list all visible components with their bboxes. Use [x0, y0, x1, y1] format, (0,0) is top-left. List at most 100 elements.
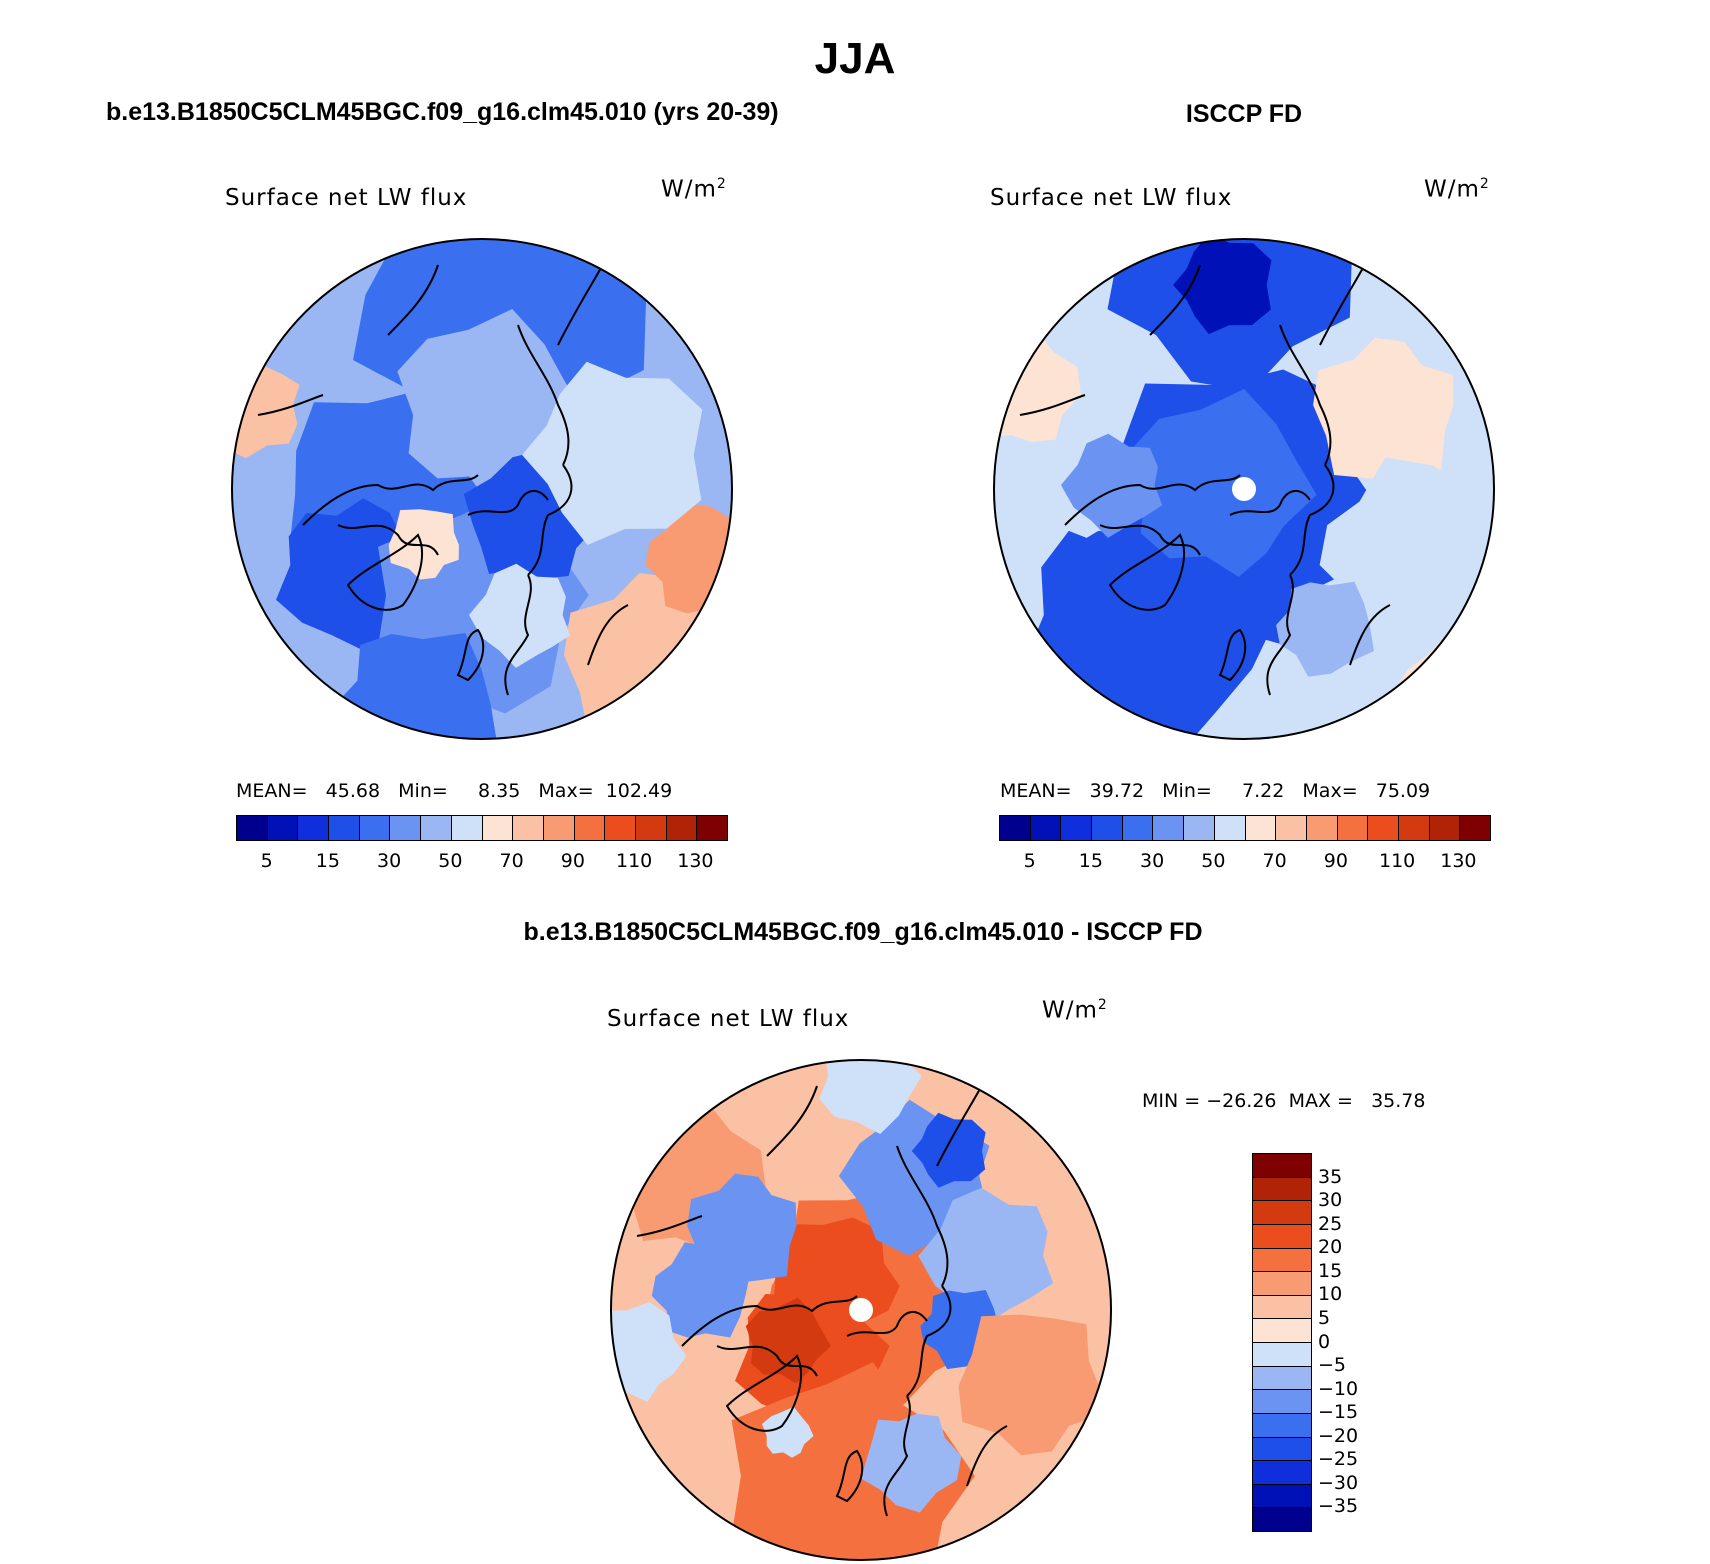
panel2-stats: MEAN= 39.72 Min= 7.22 Max= 75.09 — [1000, 780, 1431, 802]
colorbar-swatch — [1029, 816, 1061, 840]
colorbar-swatch — [1253, 1223, 1311, 1248]
panel1-plot-label: Surface net LW flux — [225, 185, 468, 211]
colorbar-swatch — [1152, 816, 1184, 840]
coastline — [456, 628, 485, 682]
panel2-polar-map — [993, 238, 1495, 740]
colorbar-tick-label: 70 — [1262, 850, 1287, 872]
coastline — [1108, 533, 1185, 611]
colorbar-tick-label: 90 — [560, 850, 585, 872]
map-field-contour — [819, 1060, 922, 1134]
coastline — [302, 474, 479, 526]
colorbar-swatch — [328, 816, 359, 840]
coastline — [346, 533, 423, 611]
colorbar-swatch — [1253, 1483, 1311, 1508]
colorbar-tick-label: −10 — [1318, 1377, 1359, 1400]
colorbar-swatch — [297, 816, 329, 840]
map-field-contour — [745, 1297, 831, 1384]
coastline — [1099, 524, 1201, 556]
colorbar-tick-label: 0 — [1318, 1330, 1331, 1353]
colorbar-swatch — [1253, 1318, 1311, 1342]
colorbar-swatch — [1244, 816, 1276, 840]
coastline — [1289, 464, 1335, 576]
coastline — [1064, 474, 1241, 526]
map-field-contour — [469, 563, 571, 668]
colorbar-swatch — [450, 816, 482, 840]
coastline — [636, 1215, 703, 1237]
colorbar-tick-label: 130 — [677, 850, 714, 872]
panel3-title: b.e13.B1850C5CLM45BGC.f09_g16.clm45.010 … — [523, 918, 1203, 946]
colorbar-tick-label: −15 — [1318, 1401, 1359, 1424]
colorbar-swatch — [1253, 1200, 1311, 1224]
colorbar-swatch — [1253, 1271, 1311, 1295]
panel1-units: W/m2 — [661, 176, 727, 203]
colorbar-swatch — [1428, 816, 1460, 840]
panel2-units: W/m2 — [1424, 176, 1490, 203]
colorbar-swatch — [481, 816, 513, 840]
colorbar-swatch — [1183, 816, 1214, 840]
coastline — [517, 324, 570, 466]
coastline — [1349, 604, 1391, 666]
coastline — [725, 1354, 802, 1432]
coastline — [681, 1295, 858, 1347]
coastline — [1218, 628, 1247, 682]
colorbar-swatch — [1253, 1176, 1311, 1201]
panel2-colorbar — [999, 815, 1491, 841]
coastline — [896, 1145, 949, 1287]
coastline — [587, 604, 629, 666]
colorbar-swatch — [1275, 816, 1306, 840]
colorbar-tick-label: 5 — [260, 850, 273, 872]
colorbar-swatch — [1091, 816, 1122, 840]
colorbar-swatch — [1213, 816, 1245, 840]
colorbar-tick-label: 50 — [438, 850, 463, 872]
panel1-title: b.e13.B1850C5CLM45BGC.f09_g16.clm45.010 … — [106, 98, 779, 126]
coastline — [1019, 394, 1086, 416]
coastline — [504, 574, 532, 696]
map-border — [231, 238, 733, 740]
map-field-contour — [645, 502, 732, 614]
colorbar-swatch — [420, 816, 451, 840]
colorbar-tick-label: 130 — [1440, 850, 1477, 872]
colorbar-swatch — [1397, 816, 1429, 840]
colorbar-tick-label: 70 — [499, 850, 524, 872]
panel3-colorbar — [1252, 1153, 1312, 1532]
map-field-contour — [762, 1406, 814, 1458]
colorbar-tick-label: −25 — [1318, 1448, 1359, 1471]
panel2-title: ISCCP FD — [1185, 100, 1303, 128]
colorbar-swatch — [1253, 1247, 1311, 1272]
coastline — [966, 1425, 1008, 1487]
colorbar-swatch — [512, 816, 543, 840]
colorbar-swatch — [266, 816, 298, 840]
panel1-colorbar — [236, 815, 728, 841]
panel3-stats: MIN = −26.26 MAX = 35.78 — [1142, 1090, 1426, 1112]
pole-hole — [1232, 477, 1256, 501]
colorbar-tick-label: 110 — [615, 850, 653, 872]
map-field-contour — [1276, 581, 1374, 677]
coastline — [527, 464, 573, 576]
colorbar-swatch — [1121, 816, 1153, 840]
colorbar-tick-label: −5 — [1318, 1354, 1347, 1377]
colorbar-swatch — [1000, 816, 1030, 840]
colorbar-swatch — [237, 816, 267, 840]
colorbar-swatch — [1336, 816, 1368, 840]
colorbar-tick-label: 5 — [1318, 1306, 1331, 1329]
map-field-contour — [994, 328, 1081, 443]
colorbar-swatch — [389, 816, 421, 840]
map-border — [993, 238, 1495, 740]
colorbar-tick-label: 50 — [1201, 850, 1226, 872]
colorbar-swatch — [1459, 816, 1490, 840]
colorbar-swatch — [1253, 1154, 1311, 1177]
coastline — [467, 490, 549, 516]
colorbar-swatch — [665, 816, 697, 840]
coastline — [716, 1345, 818, 1377]
colorbar-swatch — [1253, 1365, 1311, 1390]
colorbar-swatch — [696, 816, 727, 840]
colorbar-tick-label: −30 — [1318, 1471, 1359, 1494]
coastline — [1149, 264, 1201, 336]
colorbar-tick-label: 30 — [1318, 1189, 1343, 1212]
colorbar-tick-label: 110 — [1378, 850, 1416, 872]
coastline — [257, 394, 324, 416]
panel1-stats: MEAN= 45.68 Min= 8.35 Max= 102.49 — [236, 780, 673, 802]
colorbar-tick-label: 20 — [1318, 1236, 1343, 1259]
map-field-contour — [1061, 433, 1163, 538]
panel3-plot-label: Surface net LW flux — [607, 1006, 850, 1032]
